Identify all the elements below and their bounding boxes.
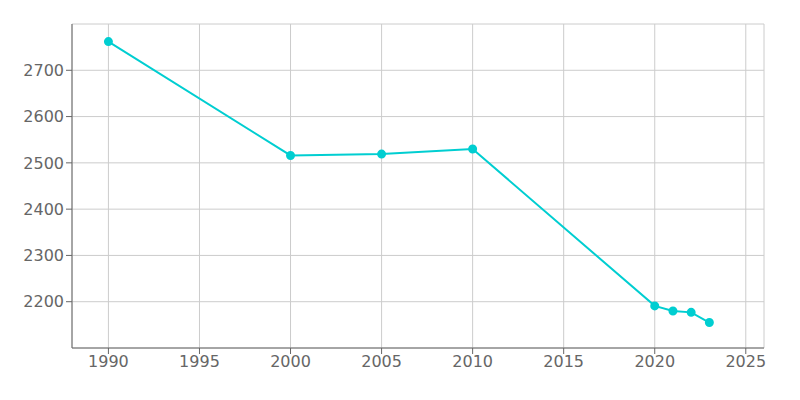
svg-text:2000: 2000 [270, 352, 311, 371]
svg-text:1990: 1990 [88, 352, 129, 371]
svg-text:2020: 2020 [634, 352, 675, 371]
svg-text:2005: 2005 [361, 352, 402, 371]
svg-text:1995: 1995 [179, 352, 220, 371]
svg-text:2015: 2015 [543, 352, 584, 371]
svg-text:2400: 2400 [23, 200, 64, 219]
svg-text:2200: 2200 [23, 292, 64, 311]
svg-text:2600: 2600 [23, 107, 64, 126]
svg-text:2700: 2700 [23, 61, 64, 80]
svg-text:2025: 2025 [725, 352, 766, 371]
svg-text:2500: 2500 [23, 154, 64, 173]
svg-text:2010: 2010 [452, 352, 493, 371]
svg-text:2300: 2300 [23, 246, 64, 265]
